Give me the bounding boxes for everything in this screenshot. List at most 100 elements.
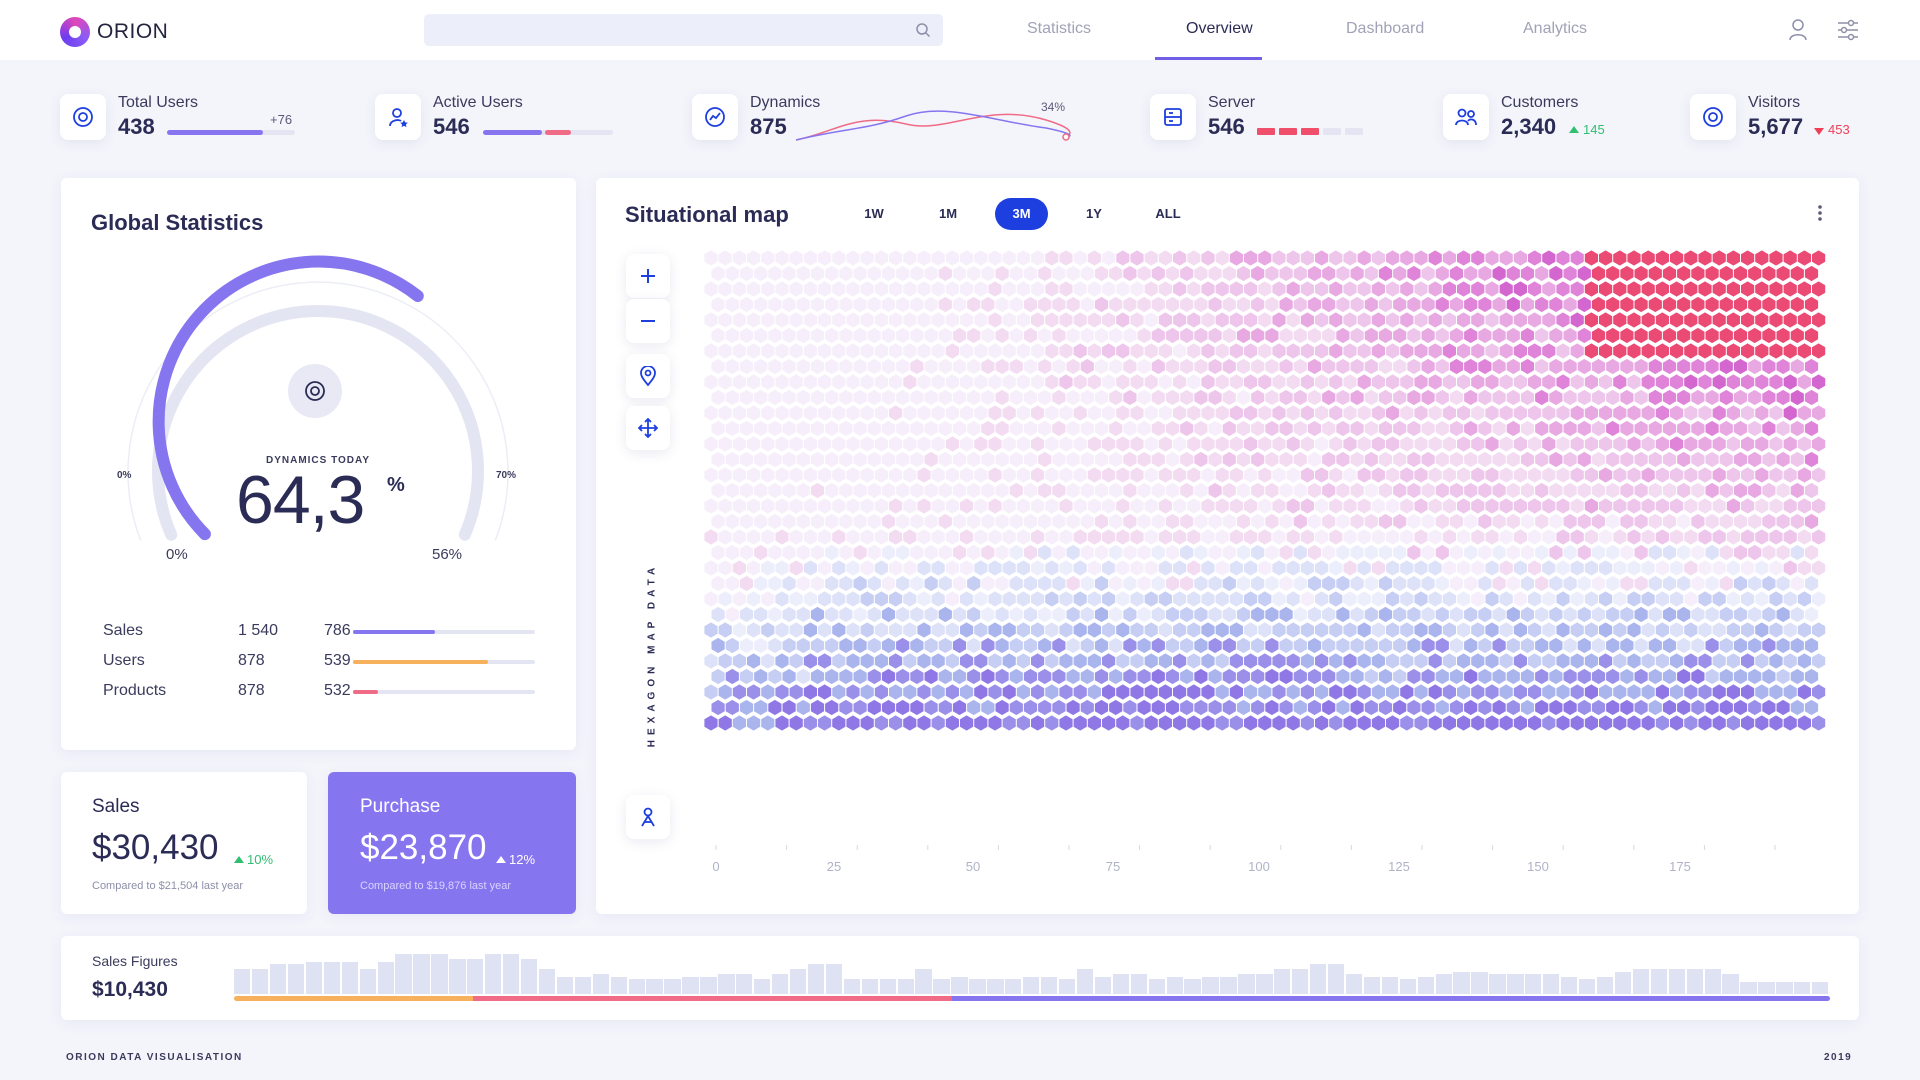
hex-cell[interactable] bbox=[1116, 622, 1130, 638]
hex-cell[interactable] bbox=[1790, 637, 1804, 654]
hex-cell[interactable] bbox=[931, 498, 945, 514]
hex-cell[interactable] bbox=[967, 668, 981, 685]
sales-figure-bar[interactable] bbox=[1238, 974, 1255, 994]
hex-cell[interactable] bbox=[1300, 312, 1314, 328]
hex-cell[interactable] bbox=[1563, 606, 1577, 623]
hex-cell[interactable] bbox=[1045, 715, 1059, 731]
sales-figure-bar[interactable] bbox=[1292, 969, 1309, 994]
hex-cell[interactable] bbox=[988, 591, 1002, 607]
hex-cell[interactable] bbox=[1229, 498, 1243, 514]
hex-cell[interactable] bbox=[1386, 653, 1400, 669]
hex-cell[interactable] bbox=[1229, 653, 1243, 669]
stat-visitors[interactable]: Visitors 5,677 453 bbox=[1690, 92, 1890, 144]
hex-cell[interactable] bbox=[1691, 265, 1705, 282]
hex-cell[interactable] bbox=[1045, 653, 1059, 669]
hex-cell[interactable] bbox=[889, 343, 903, 359]
hex-cell[interactable] bbox=[1165, 265, 1180, 282]
hex-cell[interactable] bbox=[1769, 405, 1783, 421]
hex-cell[interactable] bbox=[1428, 715, 1442, 731]
hex-cell[interactable] bbox=[1229, 622, 1243, 638]
sales-figure-bar[interactable] bbox=[1417, 977, 1434, 994]
hex-cell[interactable] bbox=[1464, 389, 1478, 406]
hex-cell[interactable] bbox=[1804, 451, 1819, 468]
hex-cell[interactable] bbox=[1762, 606, 1776, 623]
hex-cell[interactable] bbox=[1130, 560, 1144, 576]
hex-cell[interactable] bbox=[1151, 482, 1165, 499]
hex-cell[interactable] bbox=[1386, 560, 1400, 576]
hex-cell[interactable] bbox=[1435, 296, 1449, 313]
hex-cell[interactable] bbox=[1769, 715, 1783, 731]
hex-cell[interactable] bbox=[1648, 482, 1662, 499]
hex-cell[interactable] bbox=[1201, 591, 1215, 607]
sales-figure-bar[interactable] bbox=[377, 962, 394, 994]
hex-cell[interactable] bbox=[1343, 250, 1357, 266]
hex-cell[interactable] bbox=[1393, 668, 1407, 685]
hex-cell[interactable] bbox=[1733, 420, 1748, 437]
hex-cell[interactable] bbox=[1322, 389, 1336, 406]
hex-cell[interactable] bbox=[1286, 684, 1300, 700]
hex-cell[interactable] bbox=[1144, 467, 1158, 483]
hex-cell[interactable] bbox=[1016, 312, 1030, 328]
hex-cell[interactable] bbox=[768, 637, 782, 654]
hex-cell[interactable] bbox=[1471, 374, 1485, 390]
hex-cell[interactable] bbox=[1662, 296, 1677, 313]
hex-cell[interactable] bbox=[825, 265, 839, 282]
hex-cell[interactable] bbox=[1336, 544, 1350, 561]
hex-cell[interactable] bbox=[1449, 699, 1464, 716]
hex-cell[interactable] bbox=[1187, 281, 1201, 297]
hex-cell[interactable] bbox=[1180, 606, 1194, 623]
hex-cell[interactable] bbox=[1187, 622, 1201, 638]
hex-cell[interactable] bbox=[1208, 699, 1222, 716]
hex-cell[interactable] bbox=[1613, 591, 1627, 607]
hex-cell[interactable] bbox=[1258, 250, 1272, 266]
hex-cell[interactable] bbox=[1059, 498, 1073, 514]
hex-cell[interactable] bbox=[1378, 575, 1393, 592]
hex-cell[interactable] bbox=[1499, 405, 1513, 421]
hex-cell[interactable] bbox=[1094, 575, 1109, 592]
hex-cell[interactable] bbox=[825, 296, 839, 313]
hex-cell[interactable] bbox=[810, 513, 825, 530]
hex-cell[interactable] bbox=[1769, 560, 1783, 576]
hex-cell[interactable] bbox=[1627, 560, 1641, 576]
hex-cell[interactable] bbox=[1748, 637, 1762, 654]
hex-cell[interactable] bbox=[1407, 451, 1421, 468]
hex-cell[interactable] bbox=[825, 482, 839, 499]
hex-cell[interactable] bbox=[1187, 250, 1201, 266]
hex-cell[interactable] bbox=[1655, 405, 1669, 421]
hex-cell[interactable] bbox=[1180, 482, 1194, 499]
hex-cell[interactable] bbox=[761, 374, 775, 390]
hex-cell[interactable] bbox=[1485, 498, 1499, 514]
hex-cell[interactable] bbox=[704, 436, 718, 452]
hex-cell[interactable] bbox=[981, 327, 995, 344]
hex-cell[interactable] bbox=[1215, 529, 1229, 545]
hex-cell[interactable] bbox=[704, 560, 718, 576]
hex-cell[interactable] bbox=[960, 715, 974, 731]
hex-cell[interactable] bbox=[1549, 389, 1563, 406]
hex-cell[interactable] bbox=[725, 482, 739, 499]
hex-cell[interactable] bbox=[796, 544, 810, 561]
hex-cell[interactable] bbox=[1492, 575, 1506, 592]
hex-cell[interactable] bbox=[1797, 684, 1811, 700]
hex-cell[interactable] bbox=[1094, 358, 1109, 375]
hex-cell[interactable] bbox=[1059, 467, 1073, 483]
hex-cell[interactable] bbox=[1102, 653, 1116, 669]
hex-cell[interactable] bbox=[1293, 327, 1307, 344]
hex-cell[interactable] bbox=[860, 405, 874, 421]
hex-cell[interactable] bbox=[1769, 374, 1783, 390]
hex-cell[interactable] bbox=[846, 560, 860, 576]
hex-cell[interactable] bbox=[1613, 498, 1627, 514]
hex-cell[interactable] bbox=[1109, 699, 1123, 716]
hex-cell[interactable] bbox=[1797, 591, 1811, 607]
hex-cell[interactable] bbox=[1087, 405, 1101, 421]
hex-cell[interactable] bbox=[1620, 637, 1634, 654]
tab-dashboard[interactable]: Dashboard bbox=[1346, 20, 1425, 37]
hex-cell[interactable] bbox=[1748, 265, 1762, 282]
hex-cell[interactable] bbox=[1023, 637, 1038, 654]
hex-cell[interactable] bbox=[1016, 405, 1030, 421]
hex-cell[interactable] bbox=[1180, 699, 1194, 716]
hex-cell[interactable] bbox=[1421, 451, 1435, 468]
hex-cell[interactable] bbox=[1158, 560, 1172, 576]
hex-cell[interactable] bbox=[1123, 513, 1137, 530]
hex-cell[interactable] bbox=[1698, 343, 1712, 359]
hex-cell[interactable] bbox=[1400, 684, 1414, 700]
